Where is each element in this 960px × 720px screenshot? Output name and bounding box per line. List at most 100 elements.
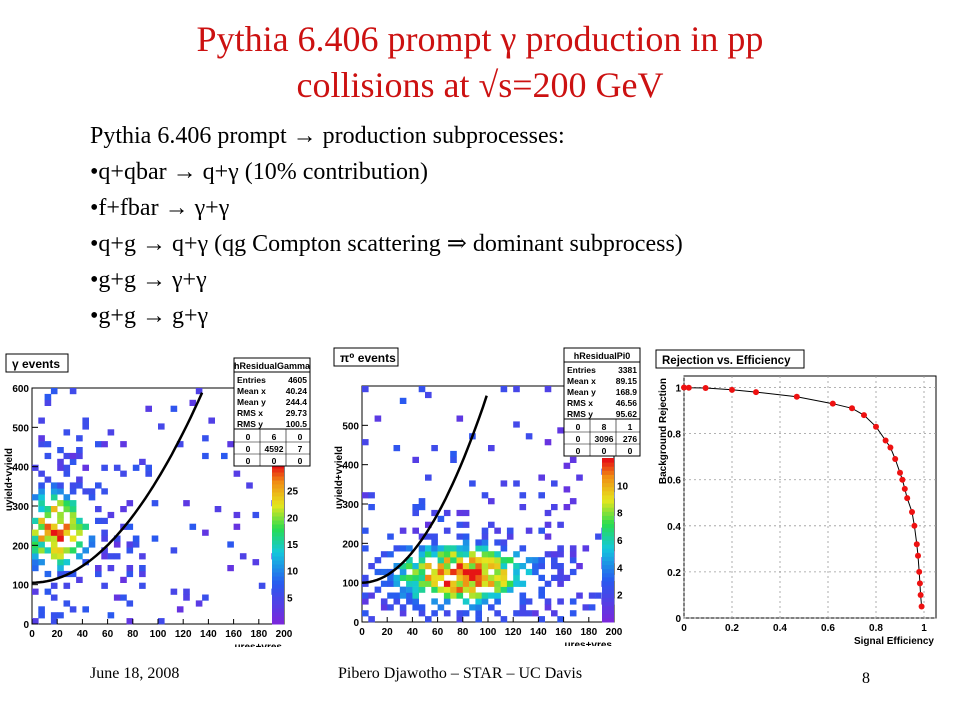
heatmap-cell xyxy=(44,547,52,554)
heatmap-cell xyxy=(431,610,438,617)
heatmap-cell xyxy=(500,386,508,393)
heatmap-cell xyxy=(450,551,457,558)
colorbar-step xyxy=(272,600,284,605)
heatmap-cell xyxy=(406,598,413,605)
heatmap-cell xyxy=(425,551,432,558)
heatmap-cell xyxy=(63,523,71,530)
heatmap-cell xyxy=(437,557,445,564)
heatmap-cell xyxy=(76,447,83,454)
data-point xyxy=(916,580,923,587)
heatmap-cell xyxy=(38,541,45,548)
heatmap-cell xyxy=(481,592,489,599)
heatmap-cell xyxy=(462,533,470,540)
heatmap-cell xyxy=(456,533,464,540)
heatmap-cell xyxy=(532,563,539,570)
heatmap-cell xyxy=(525,557,533,564)
heatmap-cell xyxy=(538,474,545,481)
heatmap-cell xyxy=(418,504,426,511)
heatmap-cell xyxy=(406,580,413,587)
colorbar-step xyxy=(602,605,614,611)
heatmap-cell xyxy=(120,470,127,477)
cut-curve xyxy=(31,392,204,584)
heatmap-cell xyxy=(551,574,558,581)
heatmap-cell xyxy=(69,488,77,495)
heatmap-cell xyxy=(431,445,438,452)
colorbar-step xyxy=(272,544,284,549)
data-point xyxy=(681,384,687,391)
heatmap-cell xyxy=(544,551,552,558)
heatmap-cell xyxy=(462,598,470,605)
colorbar-step xyxy=(272,528,284,533)
colorbar-tick-label: 8 xyxy=(617,509,623,520)
heatmap-cell xyxy=(88,535,96,542)
heatmap-cell xyxy=(576,592,583,599)
heatmap-cell xyxy=(557,580,564,587)
data-point xyxy=(753,389,759,396)
heatmap-cell xyxy=(456,586,464,593)
heatmap-cell xyxy=(500,480,508,487)
x-tick-label: 140 xyxy=(200,629,217,640)
heatmap-cell xyxy=(69,517,77,524)
chart-title: π⁰ events xyxy=(340,351,396,365)
heatmap-cell xyxy=(38,494,45,501)
x-tick-label: 0 xyxy=(681,623,687,634)
data-point xyxy=(916,568,923,575)
heatmap-cell xyxy=(362,610,369,617)
stats-key: RMS y xyxy=(567,409,593,419)
heatmap-cell xyxy=(132,464,140,471)
heatmap-cell xyxy=(32,559,39,566)
heatmap-cell xyxy=(233,523,241,530)
stats-value: 89.15 xyxy=(616,376,638,386)
x-tick-label: 0.6 xyxy=(821,623,835,634)
heatmap-cell xyxy=(563,504,571,511)
stats-grid-cell: 1 xyxy=(628,422,633,432)
heatmap-cell xyxy=(145,470,152,477)
data-point xyxy=(849,405,855,412)
heatmap-cell xyxy=(431,586,438,593)
heatmap-cell xyxy=(63,529,71,536)
heatmap-cell xyxy=(202,529,209,536)
chart-title-box xyxy=(5,353,69,373)
colorbar-step xyxy=(272,476,284,481)
heatmap-cell xyxy=(494,610,501,617)
heatmap-cell xyxy=(475,574,482,581)
x-tick-label: 0.2 xyxy=(725,623,739,634)
heatmap-cell xyxy=(557,568,564,576)
heatmap-cell xyxy=(38,435,45,442)
heatmap-cell xyxy=(195,388,203,395)
heatmap-cell xyxy=(456,509,464,517)
heatmap-cell xyxy=(475,598,482,605)
heatmap-cell xyxy=(32,547,39,554)
heatmap-cell xyxy=(107,612,115,619)
colorbar-step xyxy=(272,552,284,557)
chart-title-box xyxy=(333,347,399,367)
colorbar-step xyxy=(272,540,284,545)
heatmap-cell xyxy=(481,580,489,587)
heatmap-cell xyxy=(469,551,476,558)
footer-date: June 18, 2008 xyxy=(90,665,180,682)
x-axis-label: ures+vres xyxy=(564,640,612,646)
heatmap-cell xyxy=(431,598,438,605)
heatmap-cell xyxy=(494,557,501,564)
heatmap-cell xyxy=(252,511,260,519)
heatmap-cell xyxy=(462,551,470,558)
heatmap-cell xyxy=(44,529,52,536)
stats-grid-cell: 0 xyxy=(628,446,633,456)
heatmap-cell xyxy=(252,559,260,566)
stats-grid-cell: 0 xyxy=(246,456,251,466)
colorbar-step xyxy=(602,482,614,488)
heatmap-cell xyxy=(431,568,438,576)
heatmap-cell xyxy=(551,504,558,511)
heatmap-cell xyxy=(406,574,413,581)
heatmap-cell xyxy=(475,592,482,599)
heatmap-cell xyxy=(32,529,39,536)
heatmap-cell xyxy=(456,557,464,564)
stats-key: RMS x xyxy=(237,408,263,418)
heatmap-cell xyxy=(113,535,121,542)
heatmap-cell xyxy=(214,506,222,513)
heatmap-cell xyxy=(38,606,45,613)
heatmap-cell xyxy=(101,547,108,554)
heatmap-cell xyxy=(44,535,52,542)
heatmap-cell xyxy=(69,506,77,513)
heatmap-cell xyxy=(57,570,64,578)
